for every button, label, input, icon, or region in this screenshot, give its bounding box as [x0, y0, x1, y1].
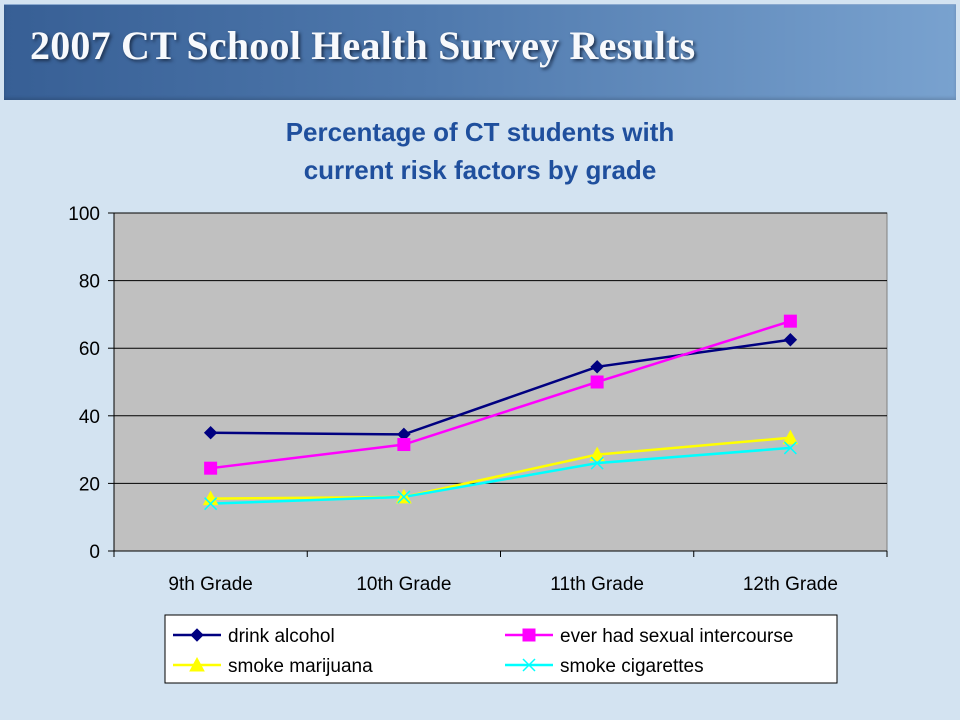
data-point — [590, 375, 604, 389]
slide-title: 2007 CT School Health Survey Results — [30, 23, 696, 68]
data-point — [397, 438, 411, 452]
y-tick-label: 20 — [79, 474, 100, 495]
legend-marker — [522, 658, 536, 672]
series-line — [210, 338, 791, 436]
legend-label: drink alcohol — [228, 626, 335, 647]
x-category-label: 12th Grade — [743, 574, 838, 595]
title-banner: 2007 CT School Health Survey Results — [4, 4, 956, 100]
data-point — [397, 490, 411, 504]
series-line — [210, 319, 791, 470]
data-point — [782, 429, 799, 445]
data-point — [203, 425, 218, 440]
data-point — [783, 441, 797, 455]
data-point — [783, 333, 798, 347]
legend-marker — [190, 628, 204, 642]
data-point — [590, 456, 604, 470]
data-point — [204, 497, 218, 511]
legend-marker — [522, 628, 536, 642]
chart-title-line-1: Percentage of CT students with — [285, 117, 675, 147]
y-tick-label: 60 — [79, 339, 100, 360]
x-category-label: 10th Grade — [356, 574, 451, 595]
chart-title-line-2: current risk factors by grade — [303, 155, 657, 185]
data-point — [204, 461, 218, 475]
data-point — [590, 360, 604, 374]
data-point — [589, 446, 605, 462]
x-category-label: 9th Grade — [168, 574, 253, 595]
y-tick-label: 100 — [68, 204, 100, 225]
legend-label: smoke marijuana — [228, 656, 373, 677]
y-tick-label: 40 — [79, 407, 100, 428]
legend-label: ever had sexual intercourse — [560, 626, 793, 647]
series-line — [210, 436, 791, 500]
series-line — [210, 446, 791, 505]
y-tick-label: 80 — [79, 272, 100, 293]
legend-label: smoke cigarettes — [560, 656, 704, 677]
x-category-label: 11th Grade — [550, 574, 644, 595]
plot-area — [113, 212, 888, 552]
legend — [164, 614, 838, 684]
data-point — [783, 314, 797, 328]
legend-marker — [189, 656, 205, 672]
y-tick-label: 0 — [89, 542, 100, 563]
